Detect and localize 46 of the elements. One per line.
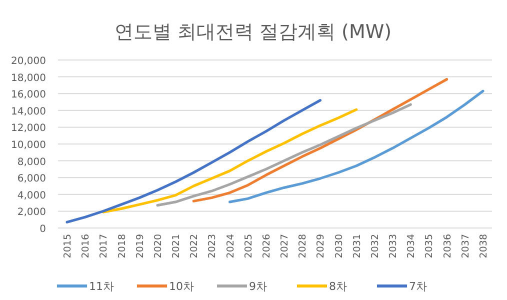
legend-label: 8차 (329, 280, 347, 293)
y-tick-label: 0 (40, 224, 46, 235)
y-tick-label: 4,000 (17, 190, 46, 202)
x-tick-label: 2027 (280, 234, 291, 258)
y-tick-label: 10,000 (11, 140, 46, 151)
x-tick-label: 2035 (424, 234, 436, 258)
legend-label: 7차 (409, 280, 427, 293)
y-tick-label: 2,000 (17, 207, 46, 218)
x-tick-label: 2026 (261, 234, 272, 258)
chart-title: 연도별 최대전력 절감계획 (MW) (114, 21, 392, 43)
x-tick-label: 2018 (116, 234, 128, 258)
x-tick-label: 2015 (62, 234, 74, 258)
x-tick-label: 2036 (442, 234, 454, 258)
x-tick-label: 2030 (334, 234, 345, 258)
x-tick-label: 2034 (406, 234, 418, 258)
x-tick-label: 2016 (80, 234, 92, 258)
x-tick-label: 2023 (207, 234, 218, 258)
x-tick-label: 2024 (225, 234, 236, 258)
x-tick-label: 2033 (388, 234, 400, 258)
line-series (228, 90, 484, 204)
x-tick-label: 2037 (460, 234, 472, 258)
x-tick-label: 2029 (316, 234, 327, 258)
x-tick-label: 2031 (352, 234, 363, 258)
legend-label: 10차 (169, 280, 194, 293)
x-tick-label: 2021 (171, 234, 182, 258)
y-tick-label: 12,000 (11, 123, 46, 134)
legend-label: 9차 (249, 280, 267, 293)
x-tick-label: 2028 (298, 234, 309, 258)
line-series (192, 78, 448, 202)
x-tick-label: 2017 (98, 234, 110, 258)
y-tick-label: 14,000 (11, 106, 46, 118)
y-tick-label: 16,000 (11, 90, 46, 101)
line-series (156, 103, 412, 207)
line-series (66, 99, 322, 224)
x-tick-label: 2022 (189, 234, 200, 258)
y-tick-label: 6,000 (17, 174, 46, 185)
line-series (102, 108, 358, 214)
x-tick-label: 2032 (370, 234, 381, 258)
y-tick-label: 8,000 (17, 156, 46, 168)
x-tick-label: 2038 (478, 234, 490, 258)
x-tick-label: 2020 (152, 234, 164, 258)
y-tick-label: 20,000 (11, 56, 46, 67)
x-tick-label: 2025 (243, 234, 254, 258)
legend-label: 11차 (89, 280, 114, 293)
y-tick-label: 18,000 (11, 72, 46, 84)
x-tick-label: 2019 (134, 234, 146, 258)
